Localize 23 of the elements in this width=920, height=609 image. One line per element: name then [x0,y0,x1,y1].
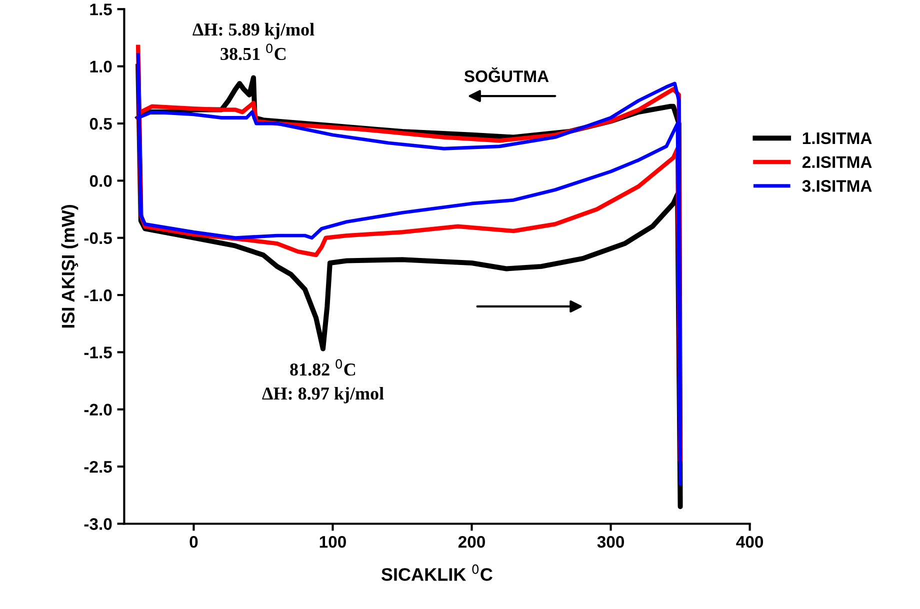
x-tick-label: 0 [190,536,198,548]
y-tick-label: -1.0 [84,289,112,302]
legend-label: 1.ISITMA [802,132,872,144]
legend-label: 3.ISITMA [802,180,872,192]
x-tick-label: 300 [597,536,624,548]
y-tick-label: 1.0 [90,60,112,73]
y-tick-label: 1.5 [90,4,112,16]
annotation: ΔH: 5.89 kj/mol 38.51 $^{0}$C [192,22,314,60]
y-tick-label: -0.5 [84,232,112,244]
y-axis-title: ISI AKIŞI (mW) [61,204,78,328]
annotation: SOĞUTMA [464,67,549,82]
x-tick-label: 100 [320,536,346,548]
y-tick-label: -1.5 [84,346,112,358]
x-tick-label: 400 [736,536,764,548]
x-tick-label: 200 [458,536,485,548]
x-axis-title: SICAKLIK $^{0}$C [381,564,492,581]
y-tick-label: 0.0 [90,175,112,187]
y-tick-label: -2.0 [84,404,112,416]
annotation: 81.82 $^{0}$C ΔH: 8.97 kj/mol [262,359,384,404]
y-tick-label: 0.5 [90,118,112,130]
y-tick-label: -2.5 [84,460,112,473]
legend-label: 2.ISITMA [802,156,872,168]
y-tick-label: -3.0 [84,518,112,530]
